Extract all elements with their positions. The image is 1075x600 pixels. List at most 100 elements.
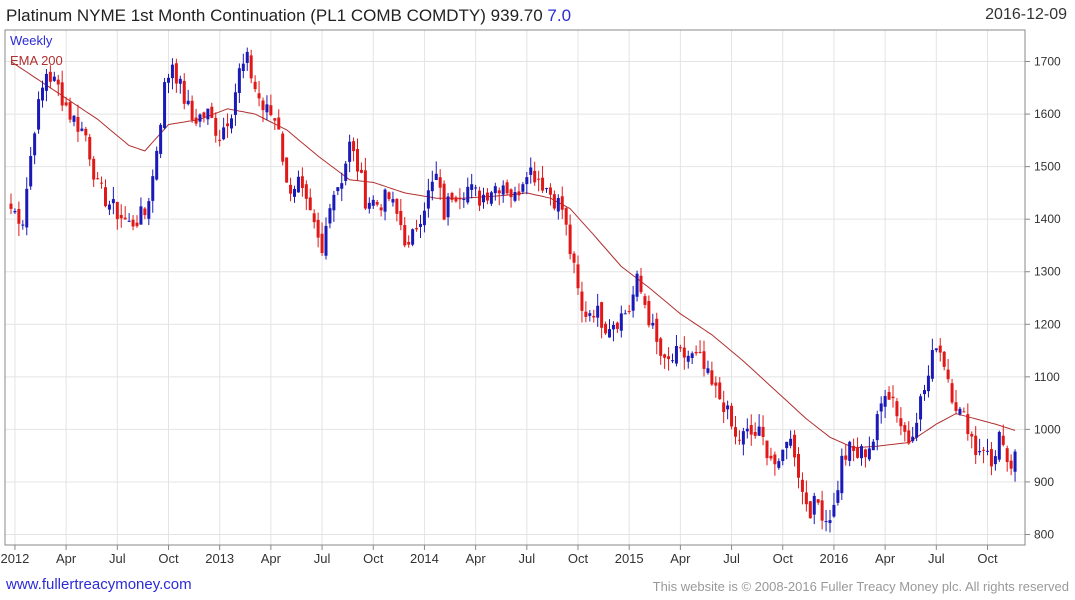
candle-body xyxy=(891,396,895,399)
candle xyxy=(222,117,226,141)
candle-body xyxy=(88,136,92,160)
candle-body xyxy=(824,521,828,523)
candle-body xyxy=(68,102,72,120)
candle-body xyxy=(655,318,659,342)
candle-body xyxy=(482,194,485,203)
candle-body xyxy=(883,396,887,407)
candle-body xyxy=(316,219,320,238)
candle xyxy=(332,190,336,222)
candle xyxy=(218,129,222,147)
candle xyxy=(958,406,962,416)
candle xyxy=(533,161,537,186)
candle xyxy=(592,309,596,323)
candle xyxy=(804,480,808,512)
candle-body xyxy=(545,188,548,190)
candle-body xyxy=(304,184,308,199)
candle xyxy=(111,186,115,215)
candle-body xyxy=(848,441,852,461)
candle xyxy=(237,63,241,103)
candle-body xyxy=(359,169,363,173)
candle-body xyxy=(505,182,509,194)
candle xyxy=(970,431,974,449)
candle-body xyxy=(21,224,25,226)
candle xyxy=(604,321,608,335)
candle-body xyxy=(241,63,245,72)
candle xyxy=(170,58,174,90)
candle xyxy=(119,204,123,228)
candle-body xyxy=(454,197,458,202)
candle xyxy=(466,177,470,205)
candle xyxy=(623,309,627,315)
candle-body xyxy=(159,124,163,154)
candle xyxy=(702,340,706,377)
candle xyxy=(363,157,367,210)
candle xyxy=(773,451,777,476)
candle-body xyxy=(611,324,615,330)
candle xyxy=(706,360,710,375)
candle-body xyxy=(379,207,383,211)
candle xyxy=(241,53,245,79)
candle xyxy=(615,321,619,333)
candle-body xyxy=(915,422,919,438)
candle xyxy=(194,108,198,127)
candle-body xyxy=(320,233,324,254)
candle-body xyxy=(844,455,848,460)
candle xyxy=(596,293,600,327)
y-tick-label: 1400 xyxy=(1034,212,1061,226)
candle xyxy=(832,492,836,518)
candle-body xyxy=(930,350,934,379)
candle-body xyxy=(580,291,584,311)
x-tick-label: Jul xyxy=(723,551,740,566)
candle-body xyxy=(635,273,639,297)
candle xyxy=(671,353,674,364)
candle-body xyxy=(261,100,265,111)
candle xyxy=(820,490,824,530)
candle xyxy=(72,115,76,127)
candle xyxy=(777,458,781,470)
candle-body xyxy=(714,382,718,386)
candle-body xyxy=(923,390,926,395)
candle xyxy=(446,192,450,226)
candle-body xyxy=(840,455,844,494)
candle xyxy=(371,195,375,209)
candle xyxy=(41,80,44,108)
candle xyxy=(383,188,387,221)
candle xyxy=(568,214,572,260)
candle-body xyxy=(100,182,104,184)
site-link[interactable]: www.fullertreacymoney.com xyxy=(6,576,192,593)
candle xyxy=(143,206,147,220)
x-tick-label: Apr xyxy=(670,551,691,566)
candle-body xyxy=(17,209,21,224)
candle-body xyxy=(777,461,781,468)
candle xyxy=(375,199,379,207)
candle-body xyxy=(651,322,655,326)
candle xyxy=(879,396,883,424)
candle-body xyxy=(694,351,698,354)
candle-body xyxy=(501,185,505,195)
candle-body xyxy=(214,117,218,136)
y-tick-label: 1300 xyxy=(1034,265,1061,279)
candle-body xyxy=(537,178,541,180)
candle-body xyxy=(143,208,147,216)
candle xyxy=(407,235,411,248)
candle xyxy=(131,215,135,231)
candle xyxy=(525,171,529,195)
candle xyxy=(1013,449,1017,482)
candle-body xyxy=(986,450,989,452)
candle-body xyxy=(710,370,714,385)
candle xyxy=(852,438,856,462)
legend-entry: Weekly xyxy=(10,33,53,48)
candle-body xyxy=(954,402,958,411)
candle xyxy=(320,222,324,256)
candle-body xyxy=(139,206,143,225)
candle xyxy=(312,209,316,229)
candle xyxy=(529,157,533,184)
x-tick-label: Jul xyxy=(519,551,536,566)
candle xyxy=(938,338,942,362)
legend-entry: EMA 200 xyxy=(10,53,63,68)
candle xyxy=(517,183,521,201)
candle xyxy=(454,195,458,203)
candle-body xyxy=(895,401,899,417)
candle xyxy=(387,191,391,202)
x-tick-label: 2014 xyxy=(410,551,439,566)
